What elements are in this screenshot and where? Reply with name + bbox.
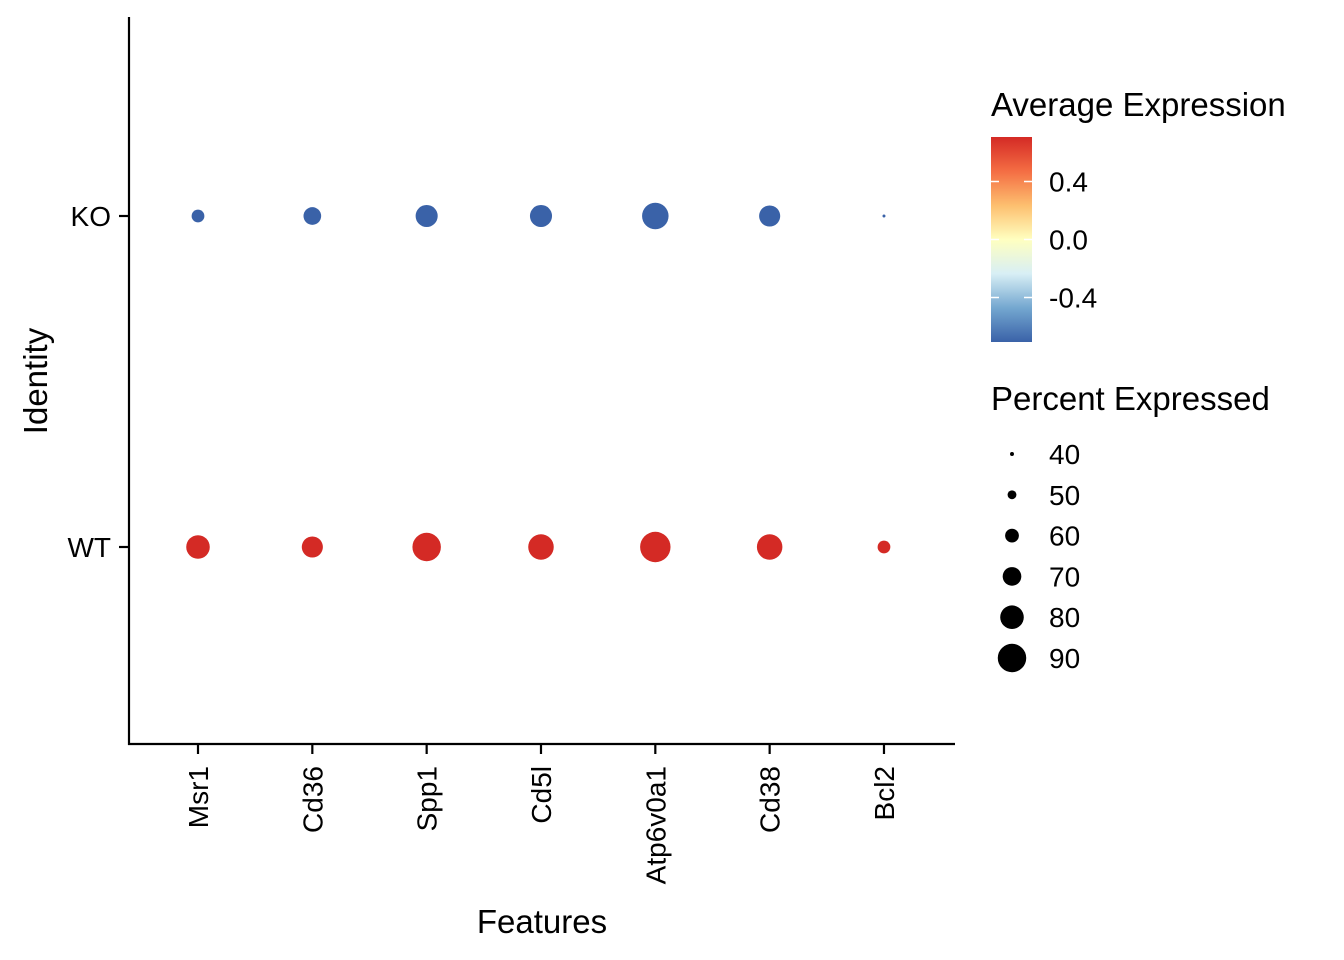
- size-legend-keys: 40 50 60 70 80 90: [997, 439, 1080, 674]
- size-legend-dot: [1002, 567, 1022, 586]
- dot-ko-msr1: [191, 209, 205, 223]
- dot-layer: [186, 202, 891, 563]
- color-legend-title: Average Expression: [991, 86, 1286, 123]
- x-axis-ticks: Msr1 Cd36 Spp1 Cd5l Atp6v0a1 Cd38 Bcl2: [183, 744, 900, 884]
- dot-ko-spp1: [415, 204, 438, 228]
- color-legend-label: 0.0: [1049, 225, 1088, 256]
- size-legend-dot: [1007, 490, 1017, 500]
- color-legend-ticks: 0.4 0.0 -0.4: [991, 167, 1097, 313]
- size-legend-label: 80: [1049, 602, 1080, 633]
- size-legend-label: 60: [1049, 521, 1080, 552]
- size-legend-label: 70: [1049, 561, 1080, 592]
- size-legend-label: 40: [1049, 439, 1080, 470]
- size-legend-label: 90: [1049, 643, 1080, 674]
- color-legend-label: -0.4: [1049, 282, 1097, 313]
- dot-wt-spp1: [412, 532, 441, 562]
- y-axis-title: Identity: [17, 327, 54, 434]
- dot-ko-cd5l: [529, 204, 553, 228]
- dot-ko-atp6v0a1: [642, 202, 669, 230]
- x-tick-label: Cd5l: [526, 766, 557, 824]
- dot-ko-bcl2: [882, 214, 886, 218]
- dot-ko-cd38: [759, 205, 781, 227]
- y-axis-ticks: KO WT: [67, 201, 129, 563]
- x-tick-label: Cd38: [755, 766, 786, 833]
- color-legend: Average Expression 0.4 0.0 -0.4: [991, 86, 1286, 342]
- dot-wt-cd38: [756, 534, 783, 560]
- x-tick-label: Msr1: [183, 766, 214, 828]
- y-tick-label: WT: [67, 532, 111, 563]
- x-tick-label: Atp6v0a1: [640, 766, 671, 884]
- size-legend-dot: [997, 643, 1027, 673]
- color-legend-label: 0.4: [1049, 167, 1088, 198]
- size-legend-dot: [1010, 452, 1014, 456]
- y-tick-label: KO: [71, 201, 111, 232]
- size-legend-title: Percent Expressed: [991, 380, 1270, 417]
- dot-ko-cd36: [303, 207, 322, 225]
- dot-wt-cd5l: [528, 534, 554, 560]
- x-axis-title: Features: [477, 903, 607, 940]
- size-legend-dot: [1000, 605, 1024, 629]
- x-tick-label: Bcl2: [869, 766, 900, 820]
- size-legend-dot: [1005, 528, 1019, 543]
- x-tick-label: Spp1: [412, 766, 443, 831]
- size-legend: Percent Expressed 40 50 60 70 80 90: [991, 380, 1270, 674]
- size-legend-label: 50: [1049, 480, 1080, 511]
- dot-wt-atp6v0a1: [640, 531, 671, 563]
- dot-wt-bcl2: [877, 540, 891, 554]
- dot-wt-cd36: [301, 536, 323, 558]
- dot-wt-msr1: [186, 535, 210, 559]
- x-tick-label: Cd36: [297, 766, 328, 833]
